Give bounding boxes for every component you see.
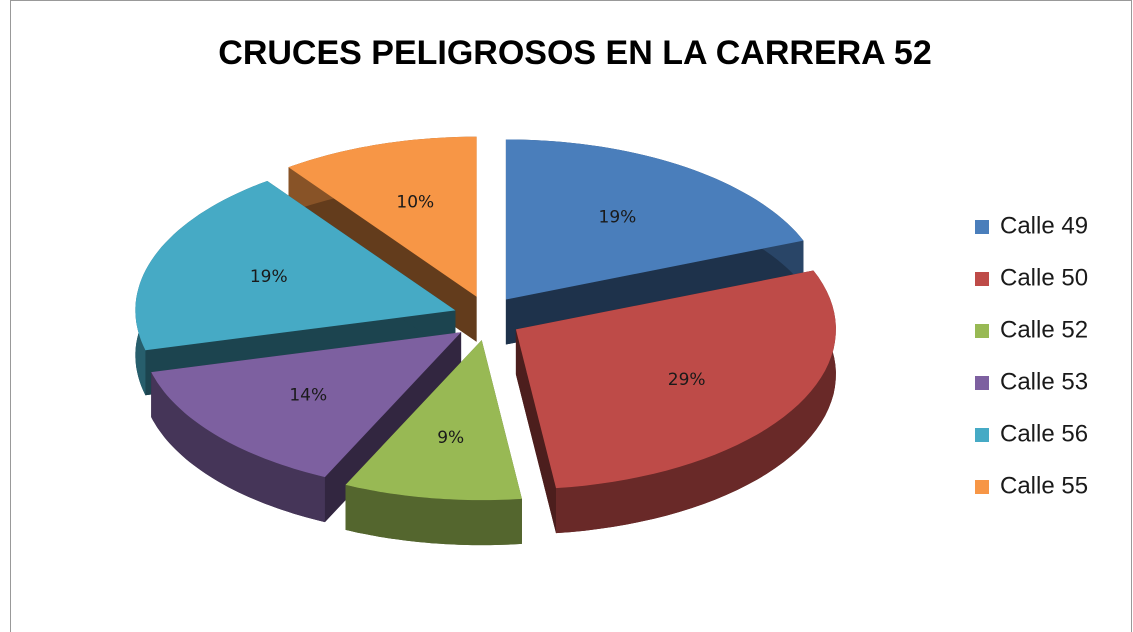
data-label: 10%: [396, 192, 434, 212]
slice: 29%: [515, 270, 836, 534]
slice-rim: [556, 270, 836, 534]
slice: [345, 340, 522, 501]
slice: [288, 136, 477, 297]
data-label: 19%: [599, 207, 637, 227]
data-label: 19%: [250, 267, 288, 287]
slice-rim: [151, 372, 325, 523]
legend-label: Calle 56: [1000, 420, 1088, 447]
slice: [505, 139, 804, 300]
legend-swatch: [975, 272, 989, 286]
legend-label: Calle 50: [1000, 264, 1088, 291]
legend-swatch: [975, 480, 989, 494]
pie: 10% 19% 19% 29% 14% 9%: [135, 136, 836, 546]
legend-label: Calle 52: [1000, 316, 1088, 343]
slice: 9%: [345, 340, 522, 546]
legend: Calle 49 Calle 50 Calle 52 Calle 53 Calle 56…: [975, 212, 1088, 499]
legend-swatch: [975, 220, 989, 234]
legend-label: Calle 53: [1000, 368, 1088, 395]
data-label: 29%: [668, 370, 706, 390]
legend-label: Calle 49: [1000, 212, 1088, 239]
slice-rim: [345, 484, 522, 546]
slice: [151, 332, 462, 478]
chart-title: CRUCES PELIGROSOS EN LA CARRERA 52: [218, 34, 931, 72]
legend-swatch: [975, 376, 989, 390]
slice: [135, 181, 456, 351]
slice-side: [515, 329, 556, 534]
data-label: 9%: [437, 428, 464, 448]
legend-swatch: [975, 324, 989, 338]
legend-label: Calle 55: [1000, 472, 1088, 499]
data-label: 14%: [289, 386, 327, 406]
legend-swatch: [975, 428, 989, 442]
slice: 14%: [151, 332, 462, 523]
slice: [515, 270, 836, 489]
